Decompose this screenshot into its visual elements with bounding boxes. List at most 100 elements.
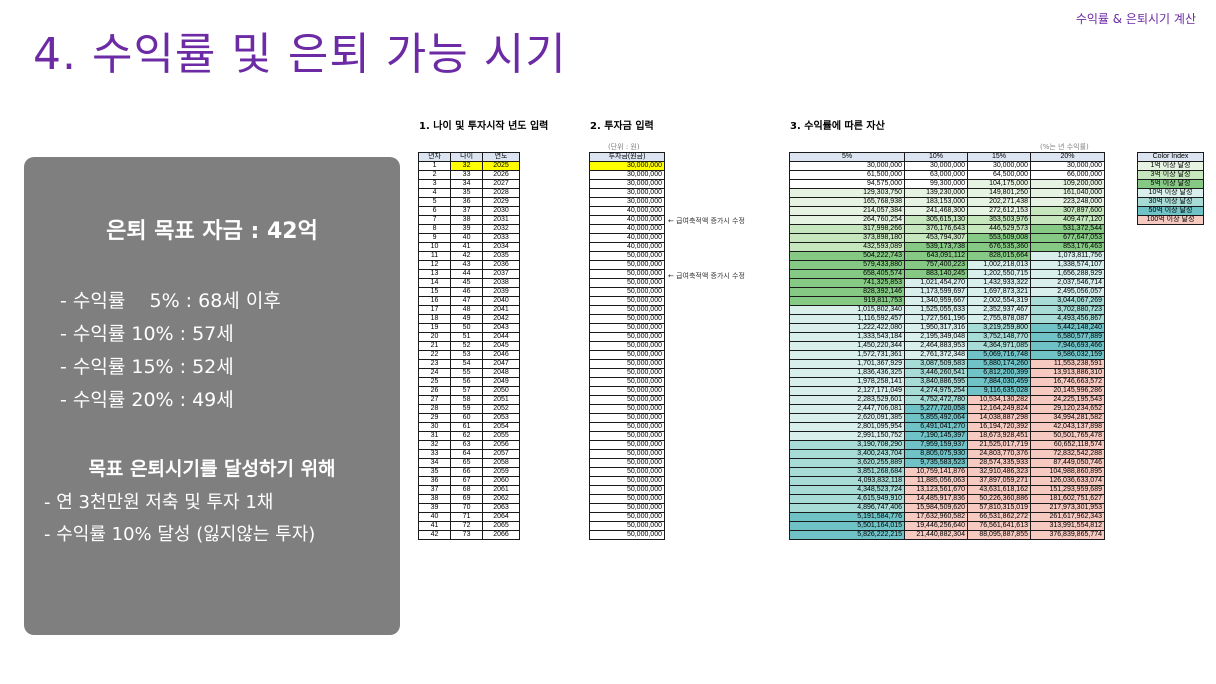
cell-asset-10: 1,173,599,697 xyxy=(904,287,968,297)
cell-investment: 30,000,000 xyxy=(589,197,665,207)
cell-year-count: 10 xyxy=(417,242,452,252)
cell-asset-15: 2,755,878,087 xyxy=(967,314,1031,324)
table-row: 2,447,706,081 5,277,720,058 12,164,249,824… xyxy=(789,404,1105,414)
cell-year-count: 29 xyxy=(417,413,452,423)
cell-year: 2045 xyxy=(482,341,520,351)
table-row: 2,620,091,385 5,855,492,064 14,038,887,298… xyxy=(789,413,1105,423)
cell-year: 2029 xyxy=(482,197,520,207)
cell-age: 43 xyxy=(450,260,484,270)
cell-age: 63 xyxy=(450,440,484,450)
asset-header-20: 20% xyxy=(1030,152,1105,162)
cell-age: 62 xyxy=(450,431,484,441)
cell-age: 54 xyxy=(450,359,484,369)
cell-asset-5: 1,572,731,361 xyxy=(789,350,905,360)
cell-year: 2052 xyxy=(482,404,520,414)
cell-investment: 30,000,000 xyxy=(589,179,665,189)
cell-asset-5: 214,057,384 xyxy=(789,206,905,216)
age-table: 년차 나이 연도 1 32 2025 2 33 2026 3 34 2027 4 35 2028 5 36… xyxy=(417,152,520,540)
cell-asset-15: 28,574,335,933 xyxy=(967,458,1031,468)
table-row: 1,450,220,344 2,464,883,953 4,364,971,085 7… xyxy=(789,341,1105,351)
cell-asset-20: 217,973,301,953 xyxy=(1030,503,1105,513)
table-row: 40,000,000 xyxy=(589,206,665,216)
legend-row: 3억 이상 달성 xyxy=(1137,170,1204,180)
cell-asset-5: 741,325,853 xyxy=(789,278,905,288)
table-row: 30,000,000 xyxy=(589,161,665,171)
cell-year-count: 15 xyxy=(417,287,452,297)
cell-asset-15: 1,432,933,322 xyxy=(967,278,1031,288)
table-row: 1,116,592,457 1,727,561,196 2,755,878,087 4… xyxy=(789,314,1105,324)
table-row: 15 46 2039 xyxy=(417,287,520,297)
cell-asset-15: 5,880,174,260 xyxy=(967,359,1031,369)
page-title: 4. 수익률 및 은퇴 가능 시기 xyxy=(33,29,567,80)
cell-asset-5: 1,978,258,141 xyxy=(789,377,905,387)
table-row: 50,000,000 xyxy=(589,530,665,540)
table-row: 40,000,000 xyxy=(589,242,665,252)
cell-year-count: 37 xyxy=(417,485,452,495)
cell-asset-15: 14,038,887,298 xyxy=(967,413,1031,423)
cell-asset-20: 60,652,118,574 xyxy=(1030,440,1105,450)
cell-asset-5: 373,898,180 xyxy=(789,233,905,243)
table-row: 2 33 2026 xyxy=(417,170,520,180)
cell-asset-15: 57,810,315,019 xyxy=(967,503,1031,513)
cell-asset-10: 3,840,886,595 xyxy=(904,377,968,387)
table-row: 30 61 2054 xyxy=(417,422,520,432)
cell-asset-15: 76,561,641,613 xyxy=(967,521,1031,531)
legend-item: 5억 이상 달성 xyxy=(1137,179,1204,189)
cell-investment: 50,000,000 xyxy=(589,530,665,540)
cell-year: 2033 xyxy=(482,233,520,243)
table-row: 50,000,000 xyxy=(589,251,665,261)
cell-asset-15: 202,271,438 xyxy=(967,197,1031,207)
table-row: 4,348,523,724 13,123,561,670 43,631,618,16… xyxy=(789,485,1105,495)
cell-year: 2043 xyxy=(482,323,520,333)
cell-investment: 50,000,000 xyxy=(589,278,665,288)
plan-heading: 목표 은퇴시기를 달성하기 위해 xyxy=(88,458,336,480)
cell-asset-20: 1,338,574,107 xyxy=(1030,260,1105,270)
cell-asset-20: 9,586,032,159 xyxy=(1030,350,1105,360)
asset-header-5: 5% xyxy=(789,152,905,162)
cell-age: 50 xyxy=(450,323,484,333)
cell-asset-10: 11,885,056,063 xyxy=(904,476,968,486)
cell-year: 2057 xyxy=(482,449,520,459)
cell-age: 73 xyxy=(450,530,484,540)
color-index: Color Index 1억 이상 달성 3억 이상 달성 5억 이상 달성 10억 … xyxy=(1137,152,1204,225)
cell-asset-15: 37,897,059,271 xyxy=(967,476,1031,486)
cell-age: 72 xyxy=(450,521,484,531)
investment-table-header: 투자금(원금) xyxy=(589,152,665,162)
cell-asset-5: 828,392,146 xyxy=(789,287,905,297)
cell-asset-10: 1,340,959,667 xyxy=(904,296,968,306)
cell-asset-10: 453,794,307 xyxy=(904,233,968,243)
cell-age: 49 xyxy=(450,314,484,324)
cell-asset-15: 149,801,250 xyxy=(967,188,1031,198)
summary-panel: 은퇴 목표 자금 : 42억 - 수익률 5% : 68세 이후 - 수익률 1… xyxy=(24,157,400,635)
cell-asset-5: 4,348,523,724 xyxy=(789,485,905,495)
cell-age: 35 xyxy=(450,188,484,198)
table-row: 1,222,422,080 1,950,317,316 3,219,259,800 5… xyxy=(789,323,1105,333)
cell-asset-20: 151,293,959,689 xyxy=(1030,485,1105,495)
cell-investment: 50,000,000 xyxy=(589,422,665,432)
cell-year-count: 26 xyxy=(417,386,452,396)
cell-asset-20: 104,988,860,895 xyxy=(1030,467,1105,477)
cell-year: 2059 xyxy=(482,467,520,477)
cell-asset-15: 1,697,873,321 xyxy=(967,287,1031,297)
table-row: 37 68 2061 xyxy=(417,485,520,495)
cell-age: 52 xyxy=(450,341,484,351)
table-row: 50,000,000 xyxy=(589,467,665,477)
cell-asset-20: 87,449,050,746 xyxy=(1030,458,1105,468)
cell-investment: 50,000,000 xyxy=(589,287,665,297)
table-row: 50,000,000 xyxy=(589,269,665,279)
cell-age: 67 xyxy=(450,476,484,486)
cell-asset-15: 5,069,716,748 xyxy=(967,350,1031,360)
cell-investment: 50,000,000 xyxy=(589,458,665,468)
cell-investment: 50,000,000 xyxy=(589,350,665,360)
cell-investment: 50,000,000 xyxy=(589,494,665,504)
cell-investment: 50,000,000 xyxy=(589,431,665,441)
cell-age: 48 xyxy=(450,305,484,315)
cell-asset-20: 72,832,542,288 xyxy=(1030,449,1105,459)
legend-item: 1억 이상 달성 xyxy=(1137,161,1204,171)
table-row: 40,000,000 xyxy=(589,224,665,234)
cell-year-count: 21 xyxy=(417,341,452,351)
cell-year-count: 7 xyxy=(417,215,452,225)
table-row: 1,333,543,184 2,195,349,048 3,752,148,770 6… xyxy=(789,332,1105,342)
cell-asset-5: 165,768,938 xyxy=(789,197,905,207)
cell-asset-5: 4,896,747,406 xyxy=(789,503,905,513)
